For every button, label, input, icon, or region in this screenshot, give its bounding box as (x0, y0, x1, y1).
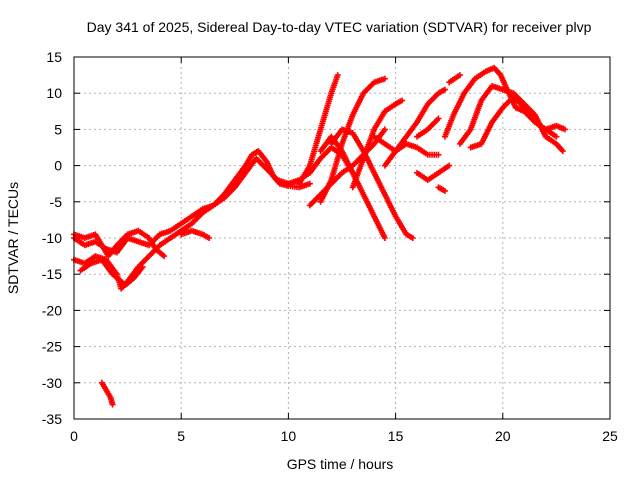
marker-layer (71, 64, 568, 408)
chart-title: Day 341 of 2025, Sidereal Day-to-day VTE… (87, 19, 592, 35)
y-tick-label: 0 (54, 158, 62, 174)
data-point-marker (446, 162, 453, 169)
data-point-marker (435, 151, 442, 158)
data-point-marker (441, 86, 448, 93)
x-tick-label: 10 (281, 428, 297, 444)
data-point-marker (441, 187, 448, 194)
y-tick-label: -30 (42, 375, 62, 391)
data-point-marker (161, 253, 168, 260)
series-rise-6 (456, 82, 566, 155)
y-tick-label: 15 (46, 49, 62, 65)
data-point-marker (109, 401, 116, 408)
y-tick-label: -25 (42, 339, 62, 355)
data-point-marker (381, 75, 388, 82)
series-mid-e (414, 115, 442, 140)
series-mid-d (446, 72, 463, 86)
y-tick-label: -20 (42, 302, 62, 318)
x-tick-label: 20 (495, 428, 511, 444)
y-tick-label: -10 (42, 230, 62, 246)
series-early-a (71, 148, 313, 256)
x-tick-label: 0 (70, 428, 78, 444)
data-point-marker (561, 126, 568, 133)
data-point-marker (306, 180, 313, 187)
x-tick-label: 15 (388, 428, 404, 444)
data-point-marker (381, 126, 388, 133)
data-point-marker (206, 235, 213, 241)
x-tick-label: 25 (602, 428, 618, 444)
y-axis-label: SDTVAR / TECUs (5, 182, 21, 294)
series-mid-b (414, 162, 453, 184)
data-point-marker (334, 72, 341, 79)
plot-frame (73, 56, 611, 420)
data-point-marker (349, 169, 356, 176)
x-tick-label: 5 (177, 428, 185, 444)
series-early-e (178, 227, 213, 241)
y-tick-label: -5 (50, 194, 63, 210)
y-tick-label: 5 (54, 121, 62, 137)
series-isolated (98, 379, 116, 408)
grid-layer (74, 57, 610, 419)
data-point-marker (559, 148, 566, 155)
data-point-marker (381, 235, 388, 241)
series-rise-1 (296, 72, 341, 187)
series-fall-2 (328, 126, 416, 241)
series-early-c (71, 227, 168, 260)
data-point-marker (435, 115, 442, 122)
data-point-marker (553, 133, 560, 140)
series-mid-c (435, 184, 448, 194)
y-tick-label: -35 (42, 411, 62, 427)
x-axis-label: GPS time / hours (287, 456, 394, 472)
data-point-marker (139, 263, 146, 270)
y-tick-label: 10 (46, 85, 62, 101)
series-mid-a (306, 126, 388, 209)
series-early-d (77, 256, 146, 289)
data-point-marker (399, 97, 406, 104)
data-point-marker (456, 72, 463, 79)
data-point-marker (409, 235, 416, 241)
series-rise-7 (467, 93, 568, 151)
y-tick-label: -15 (42, 266, 62, 282)
